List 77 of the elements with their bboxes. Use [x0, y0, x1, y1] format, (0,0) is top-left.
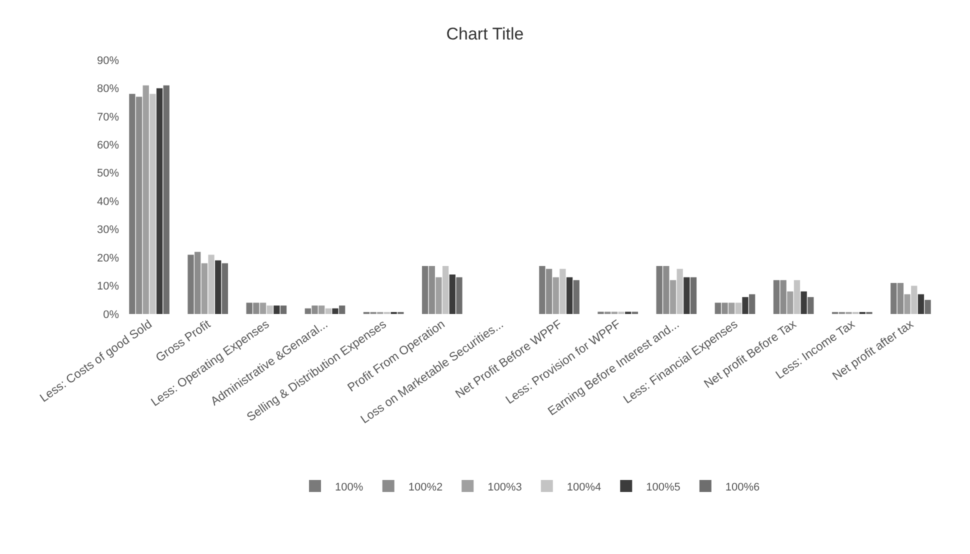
bar — [325, 308, 332, 314]
y-tick-label: 70% — [96, 111, 120, 124]
y-tick-label: 20% — [96, 252, 120, 264]
legend-label: 100%5 — [646, 481, 680, 494]
bar — [800, 291, 807, 314]
bar — [129, 94, 136, 314]
bar — [222, 263, 228, 314]
bar — [136, 96, 142, 314]
bar — [304, 308, 311, 314]
bar — [670, 280, 676, 314]
bar — [918, 294, 924, 314]
bar — [188, 254, 194, 314]
bar — [742, 297, 748, 314]
bar — [808, 297, 814, 314]
bar — [442, 266, 449, 314]
y-tick-label: 60% — [96, 140, 120, 152]
bar — [456, 277, 462, 314]
bar — [904, 294, 910, 314]
bar — [428, 266, 435, 314]
bar — [436, 277, 442, 314]
bar — [560, 268, 566, 314]
bar — [201, 263, 208, 314]
bar — [449, 274, 456, 314]
bar — [684, 277, 690, 314]
bar — [663, 266, 670, 314]
y-tick-label: 0% — [103, 308, 120, 321]
bar — [566, 277, 573, 314]
bar — [911, 286, 918, 314]
legend-label: 100%4 — [566, 481, 602, 494]
y-tick-label: 30% — [96, 224, 120, 236]
y-tick-label: 50% — [96, 168, 120, 180]
bar — [573, 280, 580, 314]
y-tick-label: 90% — [96, 54, 120, 67]
bar — [163, 85, 170, 314]
bar — [714, 302, 721, 314]
bar — [194, 252, 201, 314]
bar — [780, 280, 786, 314]
bar — [339, 306, 346, 314]
legend-label: 100% — [335, 481, 364, 494]
bar — [735, 302, 742, 314]
bar — [260, 302, 266, 314]
bar — [690, 277, 697, 314]
bar — [253, 302, 260, 314]
bar — [422, 266, 428, 314]
bar — [332, 308, 338, 314]
bar — [246, 302, 252, 314]
legend-label: 100%6 — [725, 481, 760, 494]
bar — [318, 306, 325, 314]
y-tick-label: 40% — [96, 196, 120, 208]
bar — [274, 306, 280, 314]
bar — [546, 268, 552, 314]
chart-title: Chart Title — [446, 24, 524, 44]
bar — [773, 280, 780, 314]
legend-label: 100%2 — [408, 481, 443, 494]
bar — [150, 94, 156, 314]
bar — [552, 277, 559, 314]
bar — [142, 85, 149, 314]
bar — [722, 302, 728, 314]
bar — [890, 282, 897, 314]
bar — [215, 260, 222, 314]
bar — [749, 294, 756, 314]
bar — [787, 291, 794, 314]
bar — [924, 300, 931, 314]
bar — [280, 306, 287, 314]
bar — [312, 306, 318, 314]
bar — [794, 280, 800, 314]
bar — [208, 254, 214, 314]
bar — [266, 306, 273, 314]
bar — [539, 266, 546, 314]
bar — [728, 302, 735, 314]
y-tick-label: 10% — [96, 280, 120, 293]
bar — [656, 266, 662, 314]
y-tick-label: 80% — [96, 83, 120, 96]
bar — [156, 88, 163, 314]
legend-label: 100%3 — [488, 481, 522, 494]
bar — [676, 268, 683, 314]
bar — [897, 282, 904, 314]
